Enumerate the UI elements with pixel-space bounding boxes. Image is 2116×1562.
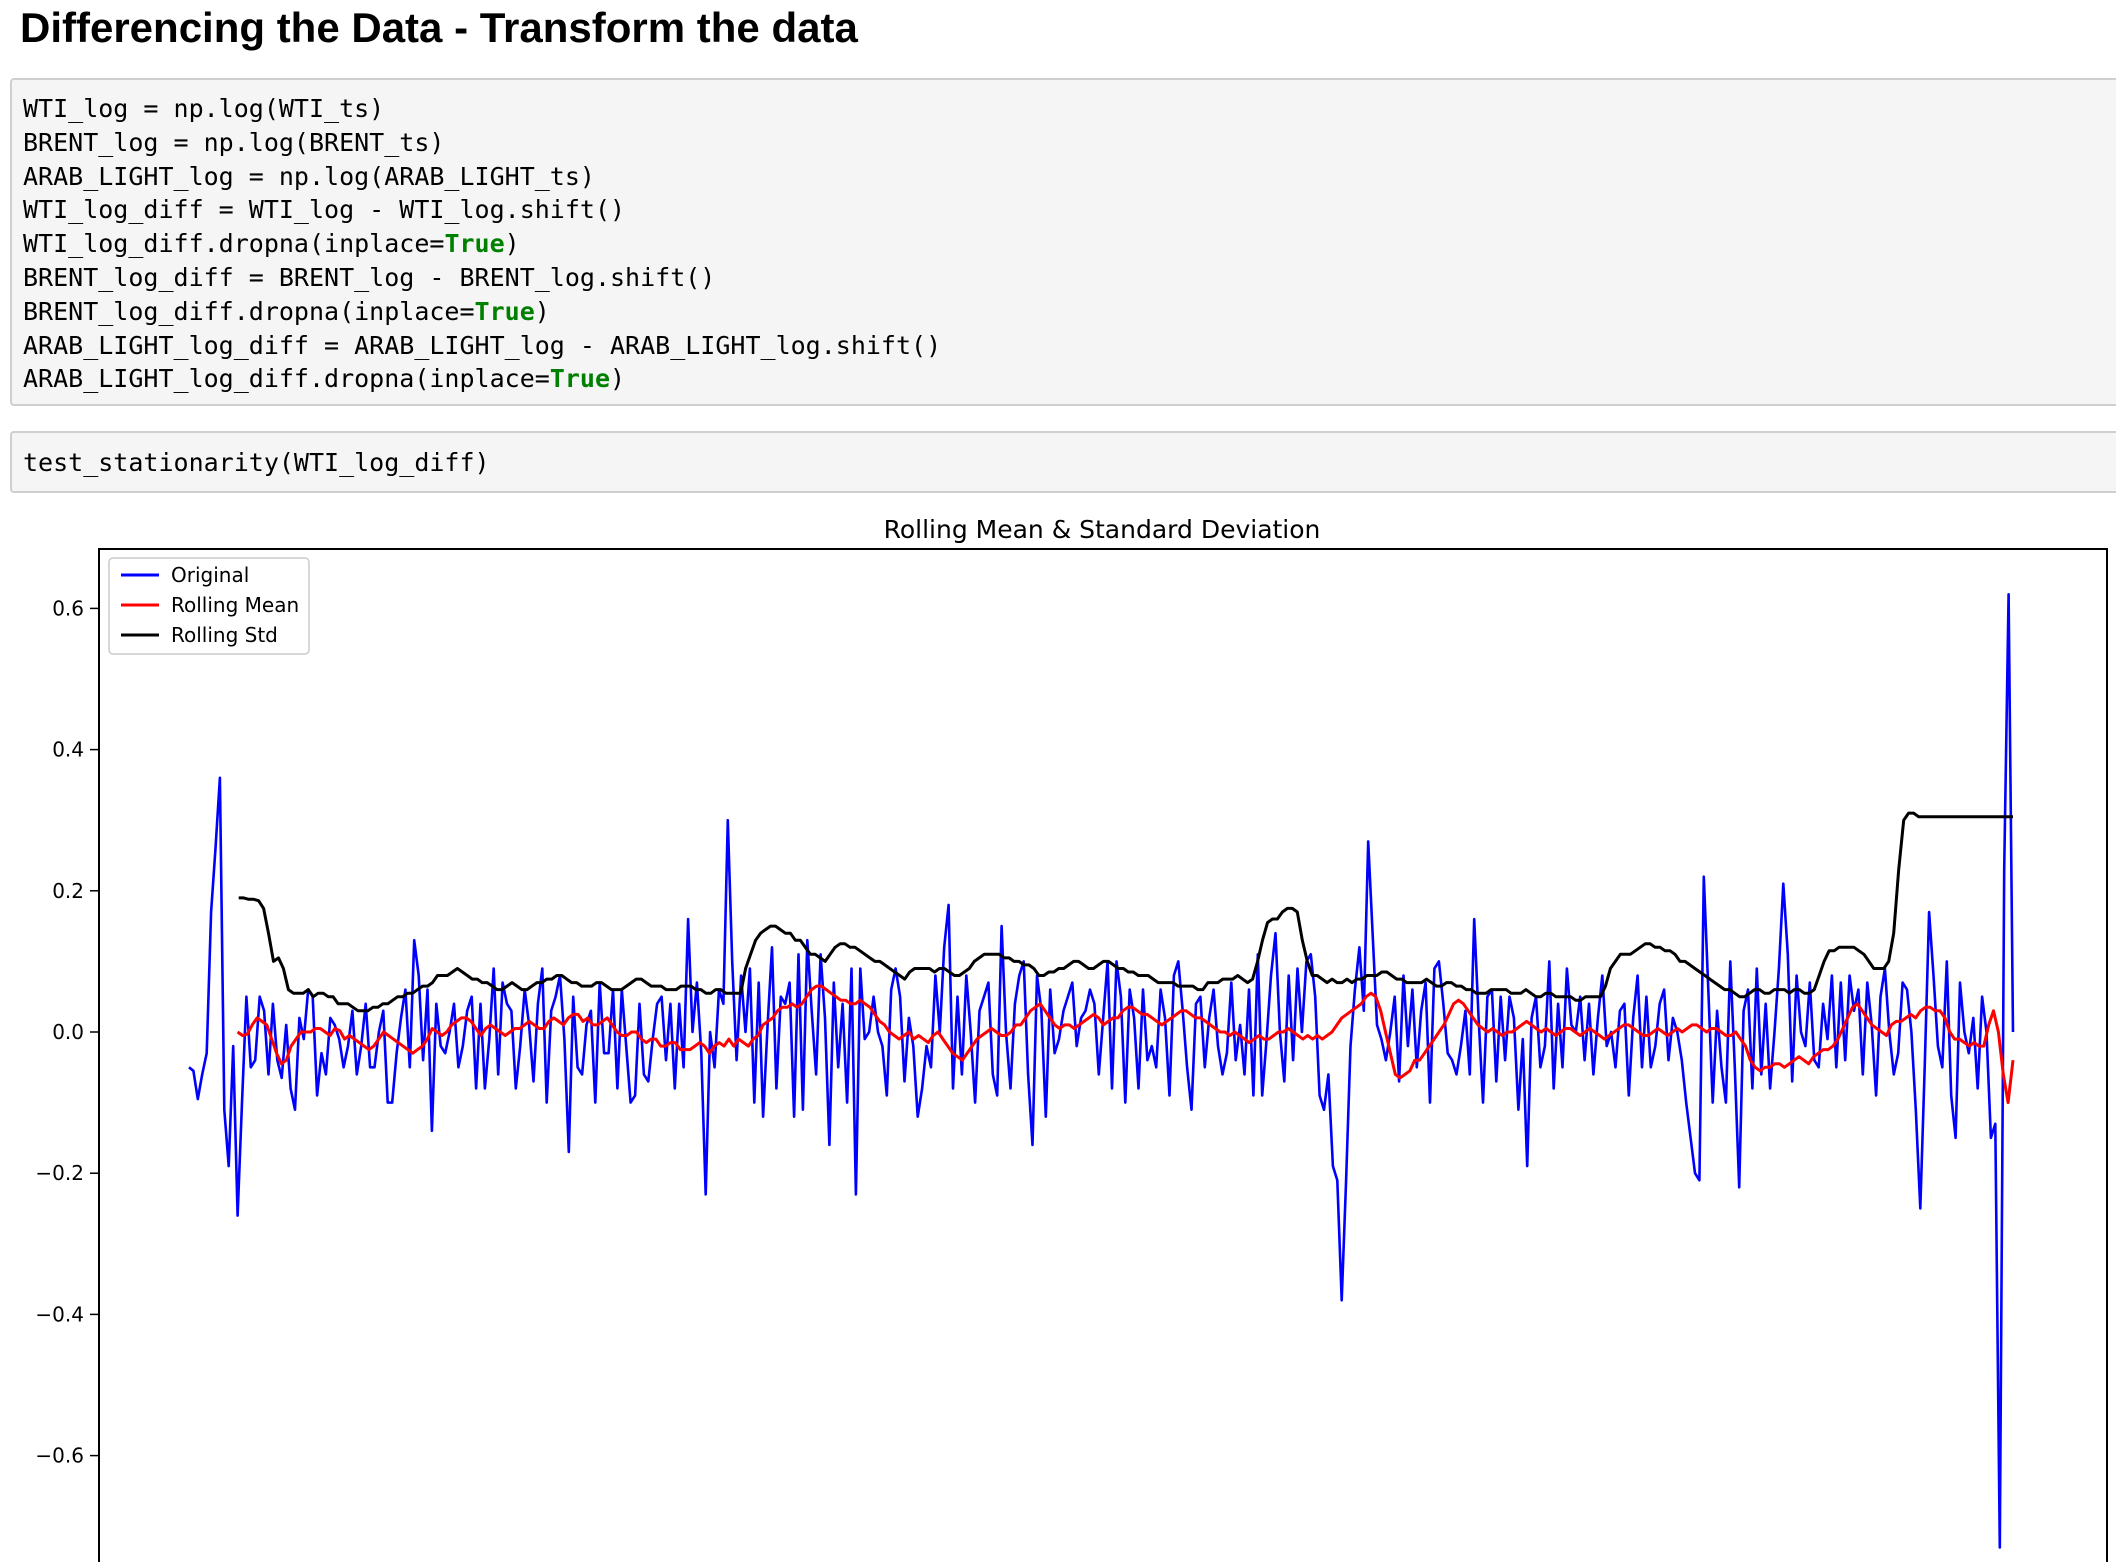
code-line: BRENT_log_diff = BRENT_log - BRENT_log.s… — [23, 262, 716, 292]
keyword-true: True — [474, 296, 535, 326]
rolling-stats-chart: Rolling Mean & Standard Deviation 0.6 0.4… — [35, 515, 2108, 1562]
section-heading: Differencing the Data - Transform the da… — [20, 4, 858, 51]
y-tick-label: 0.6 — [52, 596, 84, 620]
code-line: BRENT_log = np.log(BRENT_ts) — [23, 127, 445, 157]
code-line: WTI_log_diff = WTI_log - WTI_log.shift() — [23, 195, 626, 225]
original-series — [188, 593, 2015, 1549]
legend-label: Rolling Std — [171, 623, 278, 647]
code-cell-log-transform[interactable]: WTI_log = np.log(WTI_ts) BRENT_log = np.… — [10, 78, 2116, 406]
code-line: ARAB_LIGHT_log = np.log(ARAB_LIGHT_ts) — [23, 161, 595, 191]
legend-label: Rolling Mean — [171, 593, 299, 617]
rolling-std-series — [238, 811, 2013, 1013]
chart-title: Rolling Mean & Standard Deviation — [884, 515, 1321, 544]
y-tick-label: −0.2 — [35, 1161, 84, 1185]
legend-entry-rolling-mean: Rolling Mean — [121, 593, 299, 617]
legend-entry-rolling-std: Rolling Std — [121, 623, 278, 647]
keyword-true: True — [549, 364, 611, 394]
code-editor[interactable]: test_stationarity(WTI_log_diff) — [23, 446, 490, 480]
y-tick-label: 0.2 — [52, 879, 84, 903]
code-line: BRENT_log_diff.dropna(inplace=True) — [23, 296, 550, 326]
code-line: ARAB_LIGHT_log_diff.dropna(inplace=True) — [23, 364, 626, 394]
y-tick-label: −0.6 — [35, 1444, 84, 1468]
keyword-true: True — [444, 229, 505, 259]
legend-entry-original: Original — [121, 563, 249, 587]
plot-frame — [98, 548, 2108, 1562]
code-line: ARAB_LIGHT_log_diff = ARAB_LIGHT_log - A… — [23, 330, 942, 360]
y-tick-label: 0.0 — [52, 1020, 84, 1044]
code-line: WTI_log_diff.dropna(inplace=True) — [23, 229, 520, 259]
legend: Original Rolling Mean Rolling Std — [108, 557, 310, 655]
code-cell-test-stationarity[interactable]: test_stationarity(WTI_log_diff) — [10, 431, 2116, 493]
y-tick-label: 0.4 — [52, 738, 84, 762]
legend-label: Original — [171, 563, 249, 587]
plot-area — [188, 593, 2015, 1549]
legend-box — [108, 557, 310, 655]
y-tick-label: −0.4 — [35, 1302, 84, 1326]
code-line: WTI_log = np.log(WTI_ts) — [23, 94, 385, 123]
code-editor[interactable]: WTI_log = np.log(WTI_ts) BRENT_log = np.… — [23, 92, 941, 396]
code-line: test_stationarity(WTI_log_diff) — [23, 448, 490, 477]
y-axis: 0.6 0.4 0.2 0.0 −0.2 −0.4 −0.6 — [35, 596, 99, 1468]
rolling-mean-series — [236, 984, 2015, 1105]
